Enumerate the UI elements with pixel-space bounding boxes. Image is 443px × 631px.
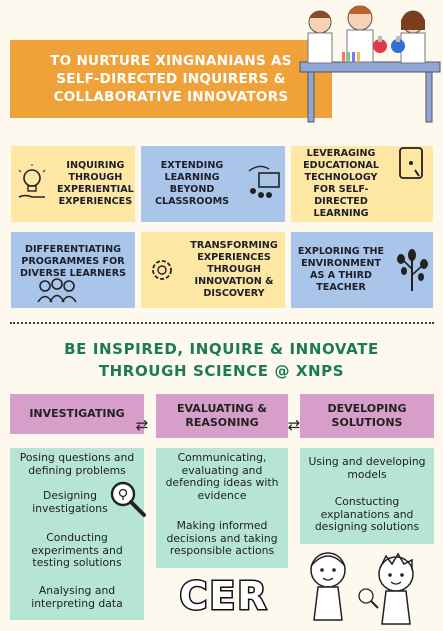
pillar-text: EXPLORING THE ENVIRONMENT AS A THIRD TEA… [297,246,385,293]
investigating-item: Analysing and interpreting data [31,584,123,610]
main-title-line-2: THROUGH SCIENCE @ XNPS [98,362,345,380]
header-line-1: TO NURTURE XINGNANIANS AS [50,53,292,69]
investigating-item: Posing questions and defining problems [19,451,135,477]
stage-investigating: INVESTIGATING [10,394,144,434]
header-title: TO NURTURE XINGNANIANS AS SELF-DIRECTED … [10,52,332,106]
pillar-differentiating: DIFFERENTIATING PROGRAMMES FOR DIVERSE L… [11,232,135,308]
header-line-3: COLLABORATIVE INNOVATORS [53,89,289,105]
magnifying-glass-icon [110,481,146,517]
exchange-arrows-icon: ⇄ [135,416,149,434]
people-group-icon [35,278,79,308]
pillar-text: LEVERAGING EDUCATIONAL TECHNOLOGY FOR SE… [303,148,379,219]
pillar-text: DIFFERENTIATING PROGRAMMES FOR DIVERSE L… [19,244,127,279]
lightbulb-hand-icon [11,164,53,204]
stage-label: EVALUATING & REASONING [177,402,267,429]
stage-developing: DEVELOPING SOLUTIONS [300,394,434,438]
pillar-leveraging: LEVERAGING EDUCATIONAL TECHNOLOGY FOR SE… [291,146,433,222]
gear-idea-icon [141,254,183,286]
developing-item: Using and developing models [308,455,426,481]
header-banner: TO NURTURE XINGNANIANS AS SELF-DIRECTED … [10,40,332,118]
main-title-line-1: BE INSPIRED, INQUIRE & INNOVATE [64,340,379,358]
developing-box: Using and developing models Constucting … [300,448,434,544]
tree-icon [391,247,433,293]
evaluating-item: Communicating, evaluating and defending … [165,451,279,502]
investigating-box: Posing questions and defining problems D… [10,448,144,620]
investigating-item: Designing investigations [32,489,108,515]
pillar-exploring: EXPLORING THE ENVIRONMENT AS A THIRD TEA… [291,232,433,308]
evaluating-item: Making informed decisions and taking res… [166,519,278,557]
pillar-text: TRANSFORMING EXPERIENCES THROUGH INNOVAT… [190,240,278,299]
cer-logo: CER [178,573,269,620]
dotted-divider [10,322,434,324]
stage-evaluating: EVALUATING & REASONING [156,394,288,438]
developing-item: Constucting explanations and designing s… [314,495,420,533]
pillar-extending: EXTENDING LEARNING BEYOND CLASSROOMS [141,146,285,222]
evaluating-box: Communicating, evaluating and defending … [156,448,288,568]
header-line-2: SELF-DIRECTED INQUIRERS & [56,71,286,87]
lab-scientists-illustration [299,5,441,123]
pillar-transforming: TRANSFORMING EXPERIENCES THROUGH INNOVAT… [141,232,285,308]
stage-label: DEVELOPING SOLUTIONS [327,402,407,429]
pillar-text: INQUIRING THROUGH EXPERIENTIAL EXPERIENC… [57,160,134,207]
outdoor-classroom-icon [243,165,285,203]
pillar-inquiring: INQUIRING THROUGH EXPERIENTIAL EXPERIENC… [11,146,135,222]
pillar-text: EXTENDING LEARNING BEYOND CLASSROOMS [154,160,230,207]
tablet-touch-icon [391,146,433,182]
investigating-item: Conducting experiments and testing solut… [31,531,123,569]
kids-illustration [310,552,414,625]
exchange-arrows-icon: ⇄ [287,416,301,434]
